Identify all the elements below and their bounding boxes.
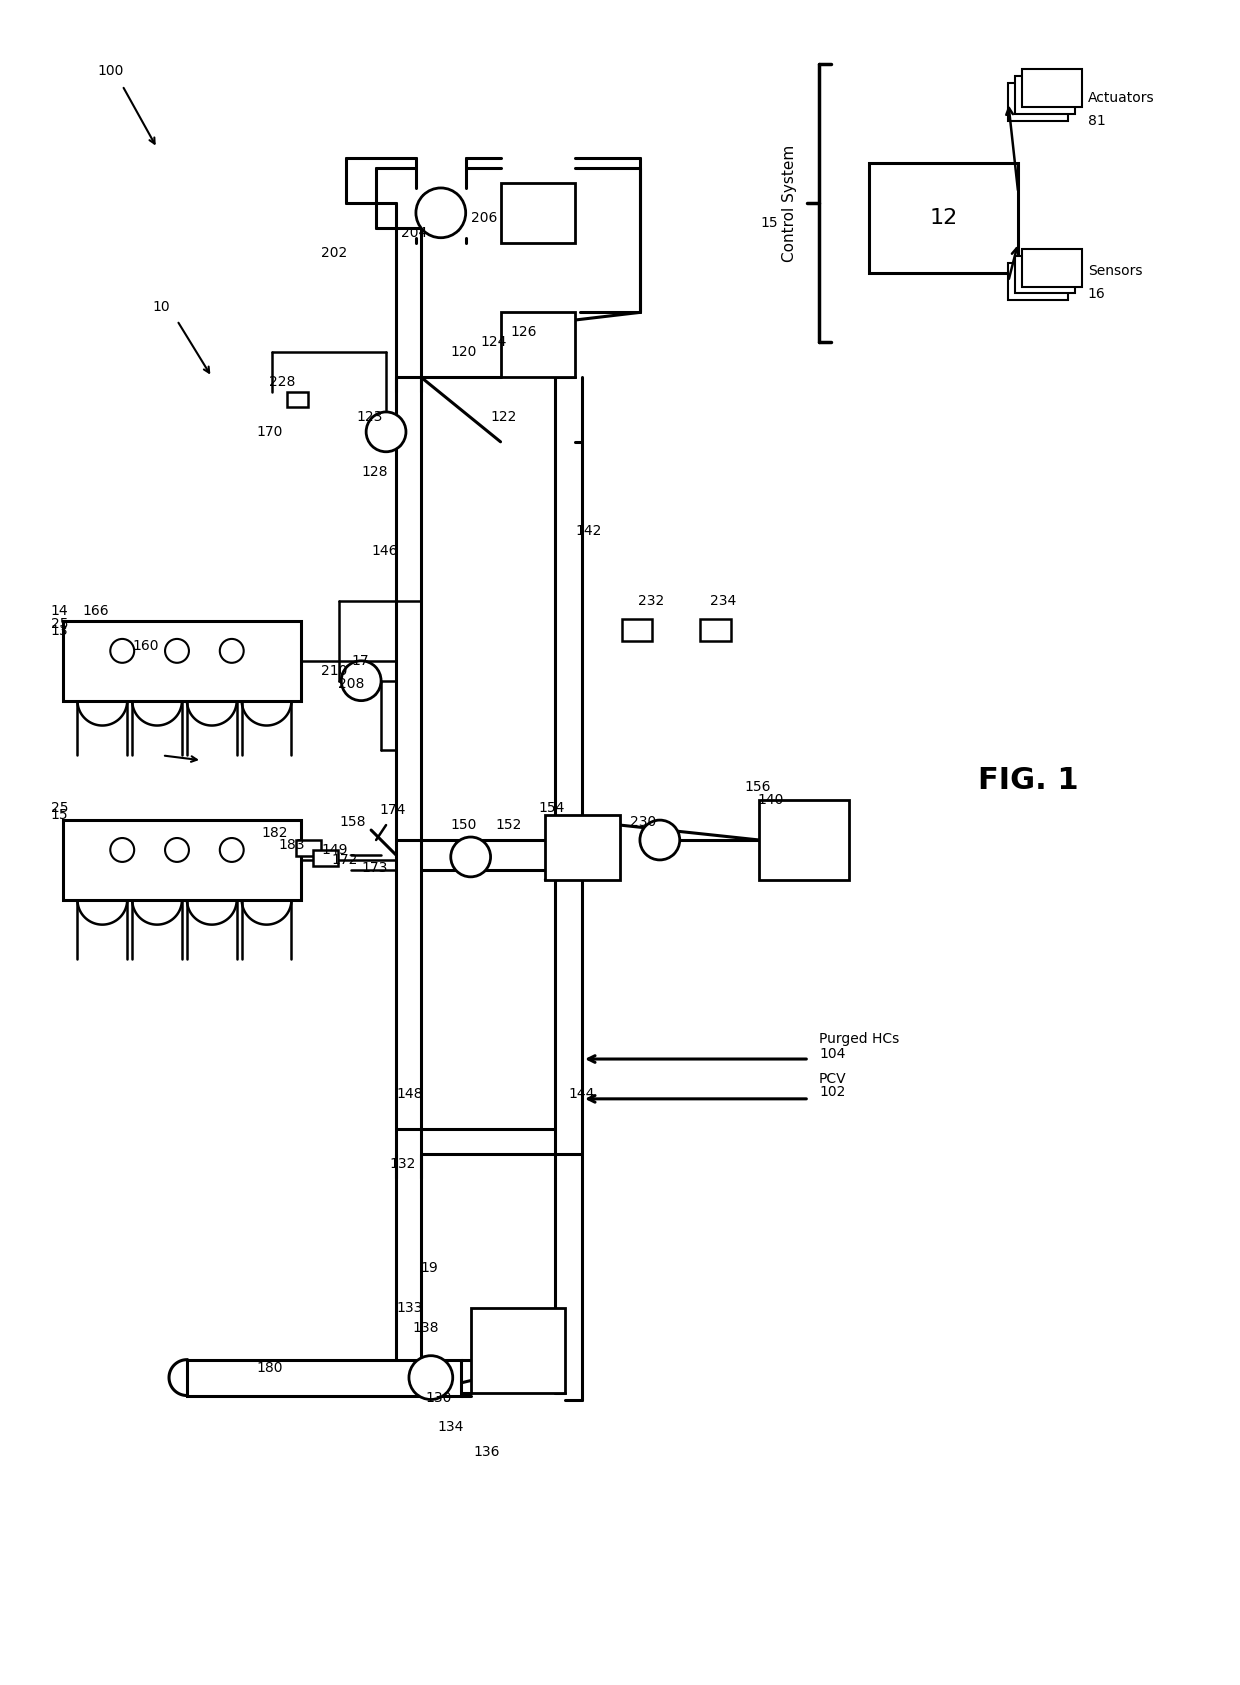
Text: 120: 120	[451, 345, 477, 359]
Text: 156: 156	[744, 780, 771, 794]
Text: 102: 102	[820, 1085, 846, 1099]
Text: 180: 180	[257, 1360, 283, 1375]
Text: 150: 150	[451, 819, 477, 832]
Bar	[1008, 84, 1068, 121]
Text: 173: 173	[361, 861, 388, 875]
Text: 15: 15	[51, 809, 68, 822]
Text: 172: 172	[331, 853, 357, 866]
Circle shape	[451, 837, 491, 876]
Circle shape	[110, 639, 134, 662]
Text: 154: 154	[538, 800, 564, 816]
Text: 16: 16	[1087, 288, 1106, 302]
Text: 123: 123	[356, 409, 383, 425]
Text: 170: 170	[257, 425, 283, 438]
Text: 183: 183	[279, 837, 305, 853]
Text: Sensors: Sensors	[1087, 263, 1142, 278]
Text: 204: 204	[401, 226, 428, 239]
Bar	[62, 821, 301, 900]
Bar	[1022, 69, 1083, 108]
Bar	[471, 1308, 565, 1392]
Circle shape	[165, 837, 188, 863]
Text: 234: 234	[709, 595, 735, 608]
Bar	[759, 800, 849, 880]
Text: 133: 133	[396, 1301, 423, 1314]
Text: 230: 230	[630, 816, 656, 829]
Bar	[622, 618, 652, 640]
Text: FIG. 1: FIG. 1	[978, 765, 1079, 795]
Bar	[314, 849, 339, 866]
Text: 148: 148	[396, 1087, 423, 1100]
Bar	[286, 393, 309, 408]
Text: 25: 25	[51, 617, 68, 630]
Text: 128: 128	[361, 465, 388, 479]
Text: 104: 104	[820, 1046, 846, 1062]
Text: 182: 182	[262, 826, 288, 841]
Text: 166: 166	[82, 603, 109, 618]
Circle shape	[640, 821, 680, 859]
Text: 146: 146	[371, 544, 398, 558]
Text: 100: 100	[98, 64, 124, 79]
Text: 202: 202	[321, 246, 347, 259]
Text: 208: 208	[339, 677, 365, 691]
Text: 14: 14	[51, 603, 68, 618]
Text: 132: 132	[389, 1156, 415, 1171]
Text: 228: 228	[269, 376, 295, 389]
Bar	[1008, 263, 1068, 300]
Text: 10: 10	[153, 300, 170, 315]
Text: 124: 124	[481, 335, 507, 349]
Text: 142: 142	[575, 524, 601, 539]
Bar	[501, 184, 575, 243]
Text: 13: 13	[51, 623, 68, 639]
Circle shape	[415, 189, 466, 238]
Bar	[869, 163, 1018, 273]
Text: 144: 144	[568, 1087, 595, 1100]
Text: 130: 130	[425, 1390, 453, 1405]
Text: Actuators: Actuators	[1087, 91, 1154, 106]
Text: 232: 232	[637, 595, 665, 608]
Text: 138: 138	[413, 1321, 439, 1335]
Bar	[187, 1360, 461, 1395]
Circle shape	[341, 661, 381, 701]
Bar	[546, 816, 620, 880]
Circle shape	[110, 837, 134, 863]
Text: 210: 210	[321, 664, 347, 677]
Bar	[1022, 249, 1083, 286]
Text: PCV: PCV	[820, 1072, 847, 1085]
Text: 25: 25	[51, 800, 68, 816]
Bar	[296, 841, 321, 856]
Text: 15: 15	[760, 216, 779, 229]
Circle shape	[409, 1356, 453, 1400]
Circle shape	[366, 411, 405, 452]
Text: 19: 19	[420, 1260, 439, 1276]
Text: 152: 152	[496, 819, 522, 832]
Text: 126: 126	[511, 325, 537, 339]
Bar	[699, 618, 732, 640]
Text: 122: 122	[491, 409, 517, 425]
Bar	[1016, 76, 1075, 115]
Bar	[62, 622, 301, 701]
Text: 136: 136	[474, 1446, 500, 1459]
Circle shape	[219, 837, 244, 863]
Text: 160: 160	[133, 639, 159, 652]
Circle shape	[219, 639, 244, 662]
Text: 134: 134	[438, 1420, 464, 1434]
Text: 17: 17	[351, 654, 368, 667]
Text: 158: 158	[340, 816, 366, 829]
Text: 12: 12	[930, 207, 957, 227]
Text: 206: 206	[471, 211, 497, 224]
Text: 174: 174	[379, 804, 405, 817]
Text: Control System: Control System	[781, 145, 797, 261]
Text: 81: 81	[1087, 115, 1106, 128]
Text: 140: 140	[758, 794, 784, 807]
Text: 149: 149	[321, 842, 348, 858]
Text: Purged HCs: Purged HCs	[820, 1033, 899, 1046]
Bar	[1016, 256, 1075, 293]
Circle shape	[165, 639, 188, 662]
Bar	[501, 312, 575, 377]
